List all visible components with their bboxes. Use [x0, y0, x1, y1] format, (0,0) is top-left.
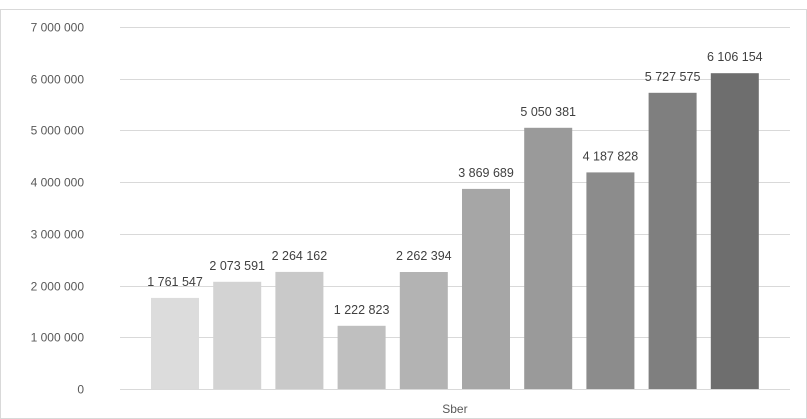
y-axis-tick-labels: 0 1 000 000 2 000 000 3 000 000 4 000 000 5 0…	[31, 21, 85, 397]
y-tick-label: 6 000 000	[31, 73, 85, 87]
data-label: 6 106 154	[707, 50, 763, 64]
data-label: 4 187 828	[583, 149, 639, 163]
bar	[710, 73, 759, 389]
bars	[151, 73, 759, 390]
bar	[462, 188, 510, 389]
y-tick-label: 3 000 000	[31, 228, 85, 242]
y-tick-label: 2 000 000	[31, 280, 85, 294]
data-label: 2 264 162	[272, 249, 328, 263]
y-tick-label: 7 000 000	[31, 21, 85, 35]
bar	[524, 127, 573, 390]
bar	[399, 272, 448, 389]
data-label: 5 050 381	[520, 105, 576, 119]
data-label: 2 073 591	[209, 259, 265, 273]
bar	[586, 172, 635, 389]
y-tick-label: 1 000 000	[31, 331, 85, 345]
data-labels: 1 761 547 2 073 591 2 264 162 1 222 823 2 26…	[147, 50, 762, 317]
y-tick-label: 4 000 000	[31, 176, 85, 190]
data-label: 3 869 689	[458, 166, 514, 180]
data-label: 1 222 823	[334, 303, 390, 317]
bar	[648, 92, 697, 390]
x-category-label: Sber	[442, 402, 467, 416]
x-axis-category-labels: Sber	[442, 402, 467, 416]
y-tick-label: 5 000 000	[31, 124, 85, 138]
bar	[151, 297, 199, 389]
data-label: 5 727 575	[645, 70, 701, 84]
data-label: 2 262 394	[396, 249, 452, 263]
bar	[275, 271, 324, 389]
y-tick-label: 0	[77, 383, 84, 397]
bar	[337, 325, 386, 389]
data-label: 1 761 547	[147, 275, 203, 289]
bar	[213, 281, 262, 389]
